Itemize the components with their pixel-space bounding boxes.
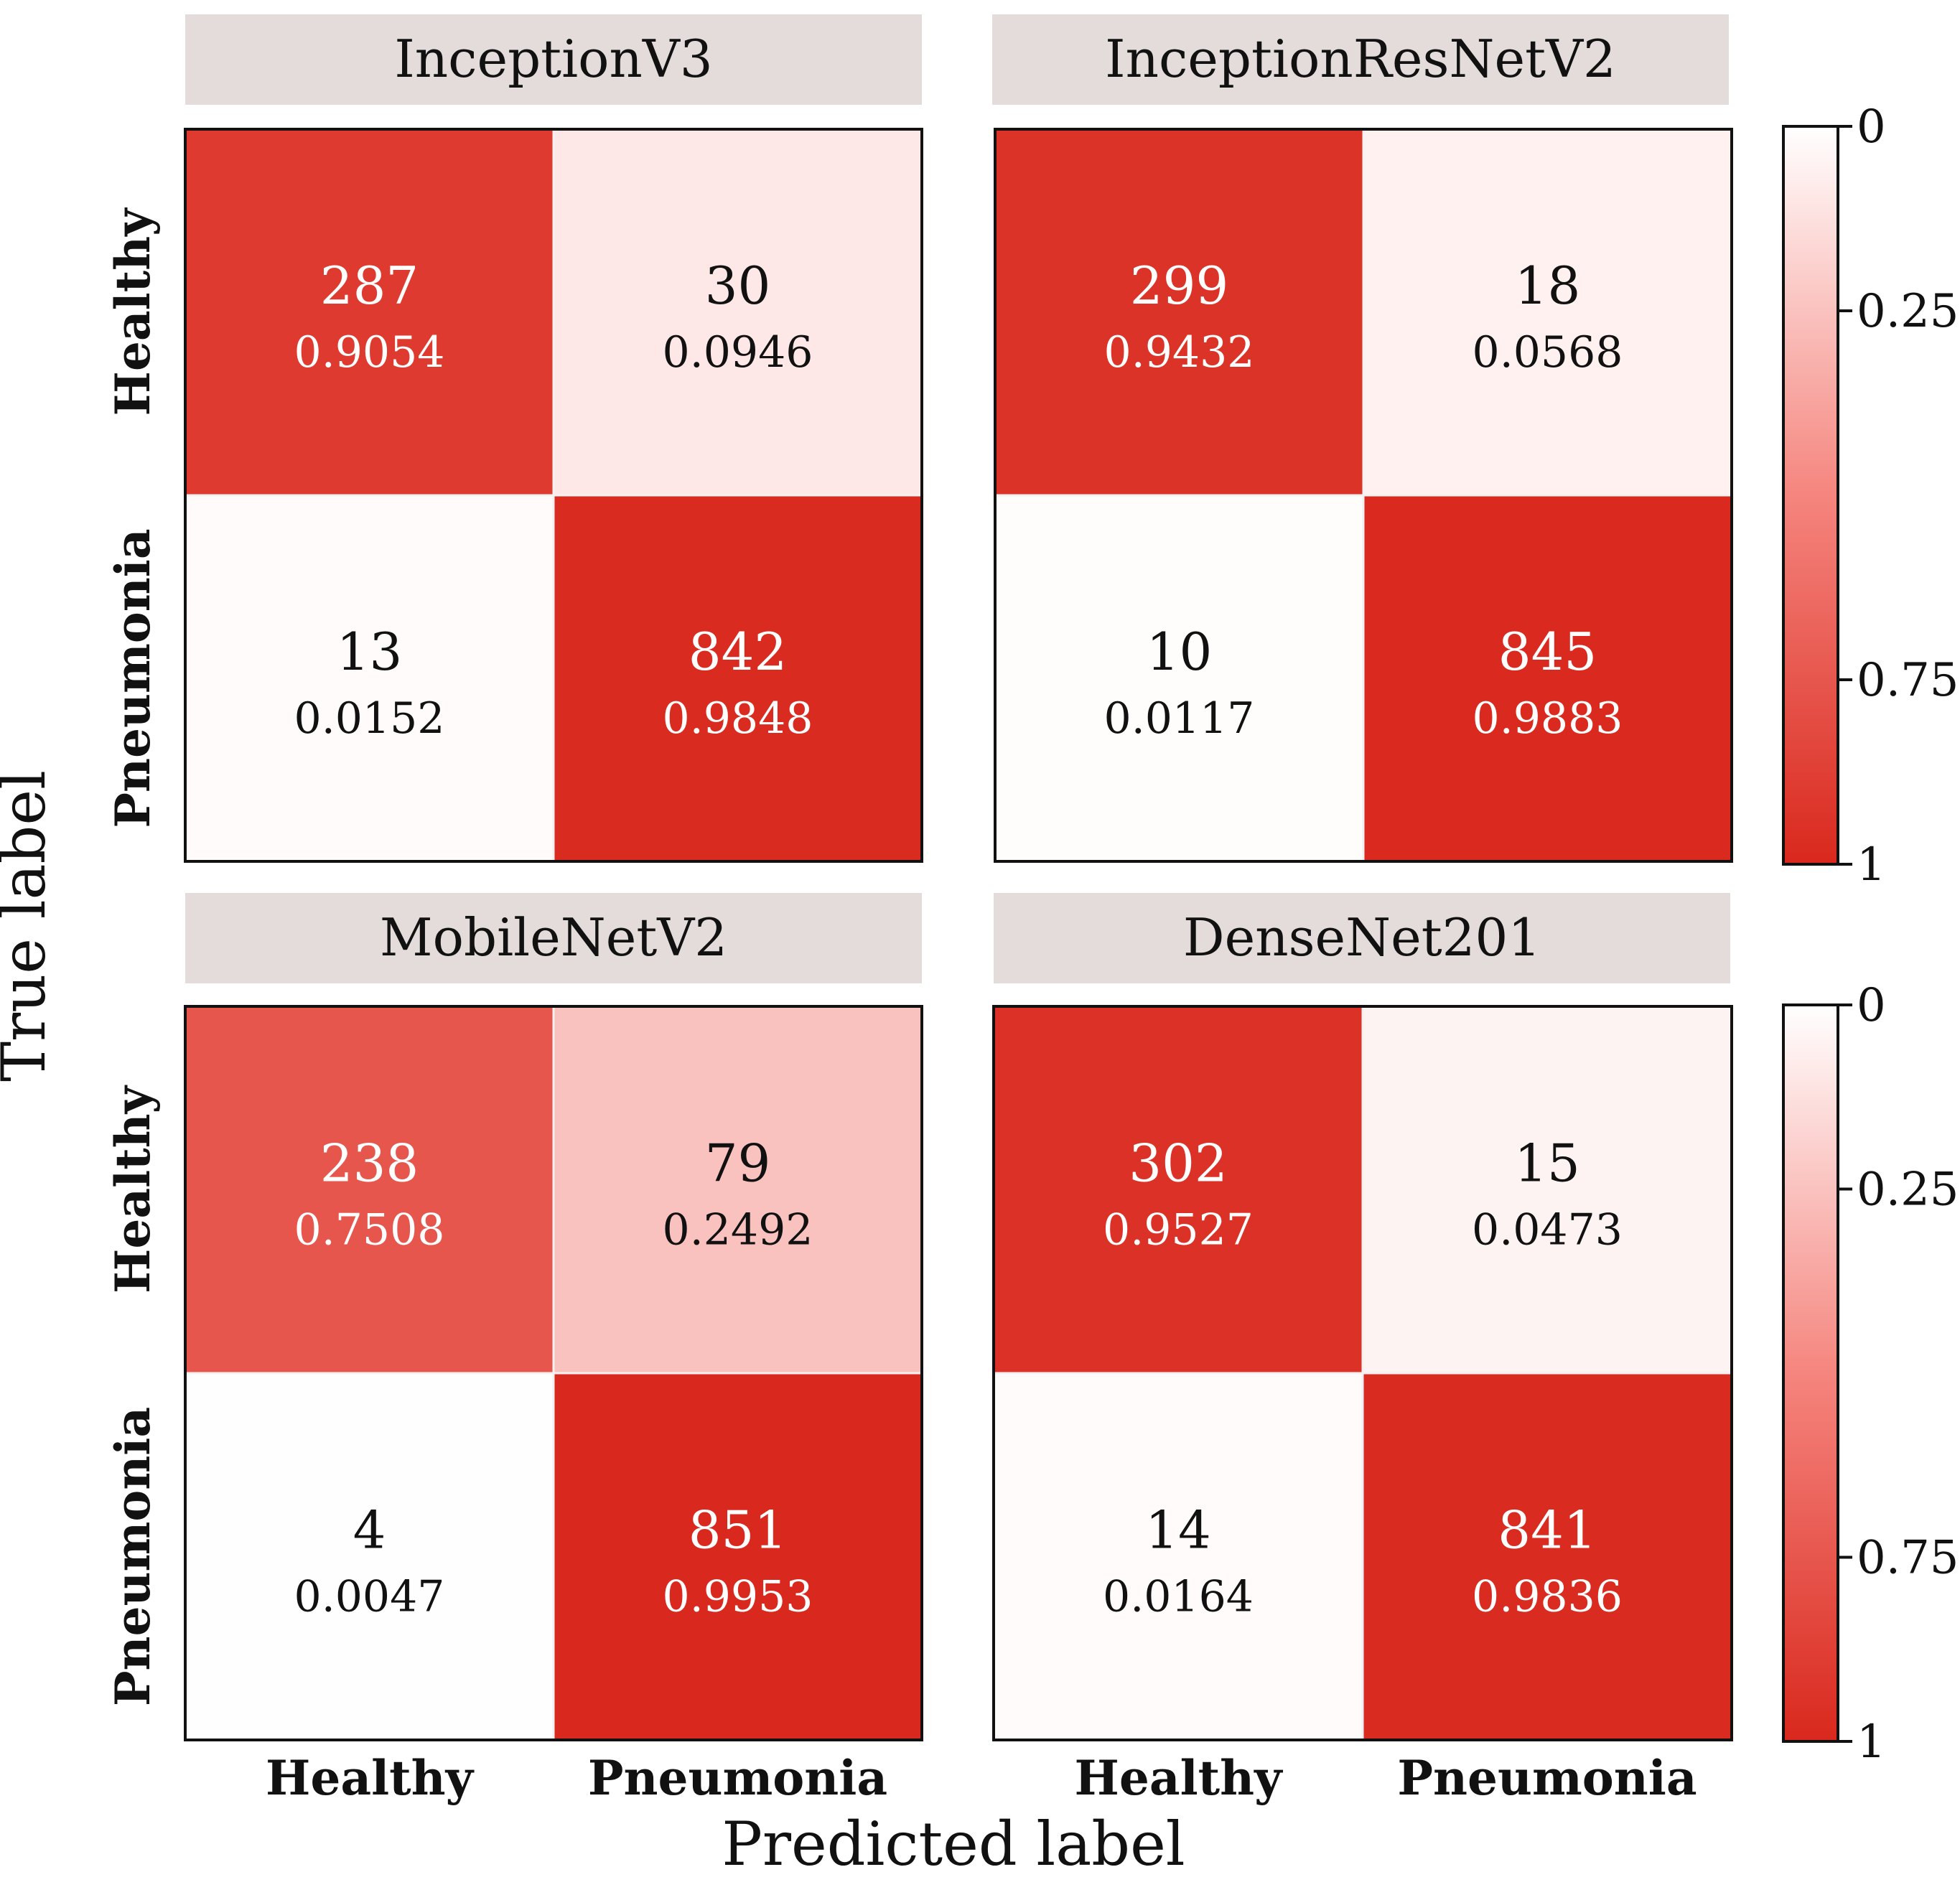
colorbar-tick-label: 0.25 xyxy=(1857,1164,1959,1217)
col-tick-label: Pneumonia xyxy=(588,1750,887,1806)
cell-rate-label: 0.0473 xyxy=(1472,1205,1623,1255)
cell-count-label: 10 xyxy=(1147,622,1213,682)
cell-rate-label: 0.0117 xyxy=(1104,693,1255,744)
heatmap-cell xyxy=(1361,1372,1733,1741)
cell-rate-label: 0.0946 xyxy=(663,327,813,378)
cell-count-label: 30 xyxy=(705,256,771,316)
colorbar-tick-label: 1 xyxy=(1857,838,1886,892)
cell-count-label: 841 xyxy=(1498,1500,1596,1561)
cell-rate-label: 0.0568 xyxy=(1473,327,1623,378)
cell-count-label: 842 xyxy=(689,622,787,682)
colorbar-tick-label: 0 xyxy=(1857,979,1886,1032)
cell-rate-label: 0.7508 xyxy=(294,1205,445,1255)
cell-rate-label: 0.0164 xyxy=(1103,1572,1254,1622)
cell-rate-label: 0.9432 xyxy=(1104,327,1255,378)
cell-rate-label: 0.2492 xyxy=(663,1205,813,1255)
colorbar-frame xyxy=(1782,125,1839,866)
col-tick-label: Pneumonia xyxy=(1397,1750,1697,1806)
panel-title-box xyxy=(994,893,1730,983)
col-tick-label: Healthy xyxy=(266,1750,475,1806)
panel-inceptionresnetv2: InceptionResNetV2 299 0.9432 18 0.0568 10 0.01… xyxy=(992,14,1733,863)
colorbar-tick-label: 0.75 xyxy=(1857,654,1959,707)
y-axis-label: True label xyxy=(0,770,59,1082)
heatmap-cell xyxy=(552,1005,923,1375)
colorbar: 0 0.25 0.75 1 xyxy=(1782,100,1959,892)
colorbar-gradient xyxy=(1783,126,1838,864)
heatmap-cell xyxy=(552,494,923,863)
colorbar-tick-label: 0.25 xyxy=(1857,285,1959,338)
cell-count-label: 14 xyxy=(1145,1500,1211,1561)
cell-count-label: 299 xyxy=(1130,256,1228,316)
row-tick-label: Pneumonia xyxy=(105,1407,161,1706)
cell-rate-label: 0.9054 xyxy=(294,327,445,378)
panel-frame xyxy=(184,128,923,863)
colorbar-tick-label: 0.75 xyxy=(1857,1532,1959,1585)
cell-rate-label: 0.0152 xyxy=(294,693,445,744)
heatmap-cell xyxy=(184,128,555,497)
panel-mobilenetv2: MobileNetV2 238 0.7508 79 0.2492 4 0.0047 851 0.… xyxy=(105,893,923,1806)
colorbar: 0 0.25 0.75 1 xyxy=(1782,979,1959,1769)
panel-title-box xyxy=(185,14,922,105)
cell-count-label: 79 xyxy=(705,1133,771,1194)
cell-count-label: 15 xyxy=(1514,1133,1580,1194)
panel-title-box xyxy=(185,893,922,983)
colorbar-tick-label: 0 xyxy=(1857,100,1886,154)
row-tick-label: Pneumonia xyxy=(105,528,161,828)
cell-count-label: 302 xyxy=(1129,1133,1227,1194)
col-tick-label: Healthy xyxy=(1074,1750,1283,1806)
colorbar-gradient xyxy=(1783,1005,1838,1741)
panel-frame xyxy=(992,1005,1733,1741)
colorbar-frame xyxy=(1782,1003,1839,1743)
heatmap-cell xyxy=(1361,1005,1733,1375)
cell-rate-label: 0.0047 xyxy=(294,1572,445,1622)
panel-inceptionv3: InceptionV3 287 0.9054 30 0.0946 13 0.0152 842 0… xyxy=(105,14,923,863)
cell-count-label: 4 xyxy=(353,1500,386,1561)
cell-count-label: 287 xyxy=(320,256,419,316)
heatmap-cell xyxy=(1362,128,1733,497)
cell-count-label: 13 xyxy=(337,622,403,682)
cell-count-label: 851 xyxy=(689,1500,787,1561)
heatmap-cell xyxy=(552,1372,923,1741)
panel-frame xyxy=(994,128,1733,863)
colorbar-tick-label: 1 xyxy=(1857,1716,1886,1769)
panel-title: InceptionV3 xyxy=(394,29,712,89)
panel-frame xyxy=(184,1005,923,1741)
heatmap-cell xyxy=(994,128,1365,497)
cell-rate-label: 0.9836 xyxy=(1472,1572,1623,1622)
panel-title: MobileNetV2 xyxy=(380,907,727,968)
heatmap-cell xyxy=(184,1372,555,1741)
cell-rate-label: 0.9953 xyxy=(663,1572,813,1622)
panel-title: DenseNet201 xyxy=(1183,907,1541,968)
panel-densenet201: DenseNet201 302 0.9527 15 0.0473 14 0.0164 841 0… xyxy=(992,893,1733,1806)
cell-rate-label: 0.9883 xyxy=(1473,693,1623,744)
cell-count-label: 845 xyxy=(1498,622,1597,682)
row-tick-label: Healthy xyxy=(105,207,161,416)
heatmap-cell xyxy=(1362,494,1733,863)
panel-title-box xyxy=(992,14,1729,105)
cell-count-label: 18 xyxy=(1515,256,1581,316)
heatmap-cell xyxy=(992,1372,1364,1741)
cell-rate-label: 0.9527 xyxy=(1103,1205,1254,1255)
cell-count-label: 238 xyxy=(320,1133,419,1194)
heatmap-cell xyxy=(184,494,555,863)
heatmap-cell xyxy=(994,494,1365,863)
heatmap-cell xyxy=(992,1005,1364,1375)
row-tick-label: Healthy xyxy=(105,1085,161,1293)
x-axis-label: Predicted label xyxy=(722,1809,1185,1879)
cell-rate-label: 0.9848 xyxy=(663,693,813,744)
panel-title: InceptionResNetV2 xyxy=(1105,29,1616,89)
